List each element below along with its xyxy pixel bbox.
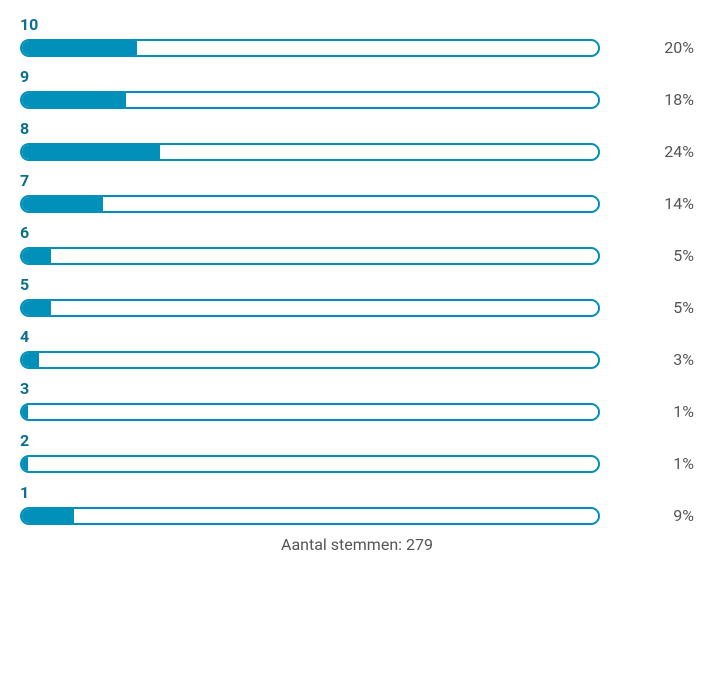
bar-track bbox=[20, 351, 600, 369]
row-label: 2 bbox=[20, 431, 694, 450]
row-body: 5% bbox=[20, 298, 694, 317]
row-label: 10 bbox=[20, 15, 694, 34]
row-percent: 3% bbox=[618, 350, 694, 369]
row-body: 9% bbox=[20, 506, 694, 525]
row-body: 18% bbox=[20, 90, 694, 109]
bar-fill bbox=[22, 197, 103, 211]
row-body: 24% bbox=[20, 142, 694, 161]
chart-row: 55% bbox=[20, 275, 694, 317]
chart-row: 824% bbox=[20, 119, 694, 161]
row-body: 1% bbox=[20, 402, 694, 421]
bar-fill bbox=[22, 405, 28, 419]
row-body: 5% bbox=[20, 246, 694, 265]
row-percent: 20% bbox=[618, 38, 694, 57]
row-label: 6 bbox=[20, 223, 694, 242]
row-label: 4 bbox=[20, 327, 694, 346]
bar-track bbox=[20, 507, 600, 525]
bar-fill bbox=[22, 301, 51, 315]
row-label: 1 bbox=[20, 483, 694, 502]
bar-track bbox=[20, 39, 600, 57]
row-label: 8 bbox=[20, 119, 694, 138]
chart-row: 65% bbox=[20, 223, 694, 265]
row-percent: 1% bbox=[618, 402, 694, 421]
bar-fill bbox=[22, 41, 137, 55]
row-body: 14% bbox=[20, 194, 694, 213]
bar-fill bbox=[22, 145, 160, 159]
chart-row: 43% bbox=[20, 327, 694, 369]
vote-count-footer: Aantal stemmen: 279 bbox=[20, 535, 694, 554]
bar-track bbox=[20, 91, 600, 109]
row-percent: 18% bbox=[618, 90, 694, 109]
row-label: 3 bbox=[20, 379, 694, 398]
chart-row: 21% bbox=[20, 431, 694, 473]
row-body: 1% bbox=[20, 454, 694, 473]
bar-track bbox=[20, 143, 600, 161]
chart-row: 1020% bbox=[20, 15, 694, 57]
row-body: 20% bbox=[20, 38, 694, 57]
bar-fill bbox=[22, 509, 74, 523]
bar-fill bbox=[22, 93, 126, 107]
row-percent: 9% bbox=[618, 506, 694, 525]
row-body: 3% bbox=[20, 350, 694, 369]
chart-row: 31% bbox=[20, 379, 694, 421]
bar-track bbox=[20, 455, 600, 473]
chart-row: 918% bbox=[20, 67, 694, 109]
vote-bar-chart: 1020%918%824%714%65%55%43%31%21%19% bbox=[20, 15, 694, 525]
row-percent: 5% bbox=[618, 246, 694, 265]
bar-fill bbox=[22, 353, 39, 367]
bar-track bbox=[20, 195, 600, 213]
row-percent: 14% bbox=[618, 194, 694, 213]
chart-row: 714% bbox=[20, 171, 694, 213]
row-label: 9 bbox=[20, 67, 694, 86]
bar-track bbox=[20, 403, 600, 421]
bar-fill bbox=[22, 457, 28, 471]
bar-track bbox=[20, 299, 600, 317]
row-percent: 24% bbox=[618, 142, 694, 161]
chart-row: 19% bbox=[20, 483, 694, 525]
row-percent: 5% bbox=[618, 298, 694, 317]
bar-track bbox=[20, 247, 600, 265]
row-label: 5 bbox=[20, 275, 694, 294]
bar-fill bbox=[22, 249, 51, 263]
row-percent: 1% bbox=[618, 454, 694, 473]
row-label: 7 bbox=[20, 171, 694, 190]
